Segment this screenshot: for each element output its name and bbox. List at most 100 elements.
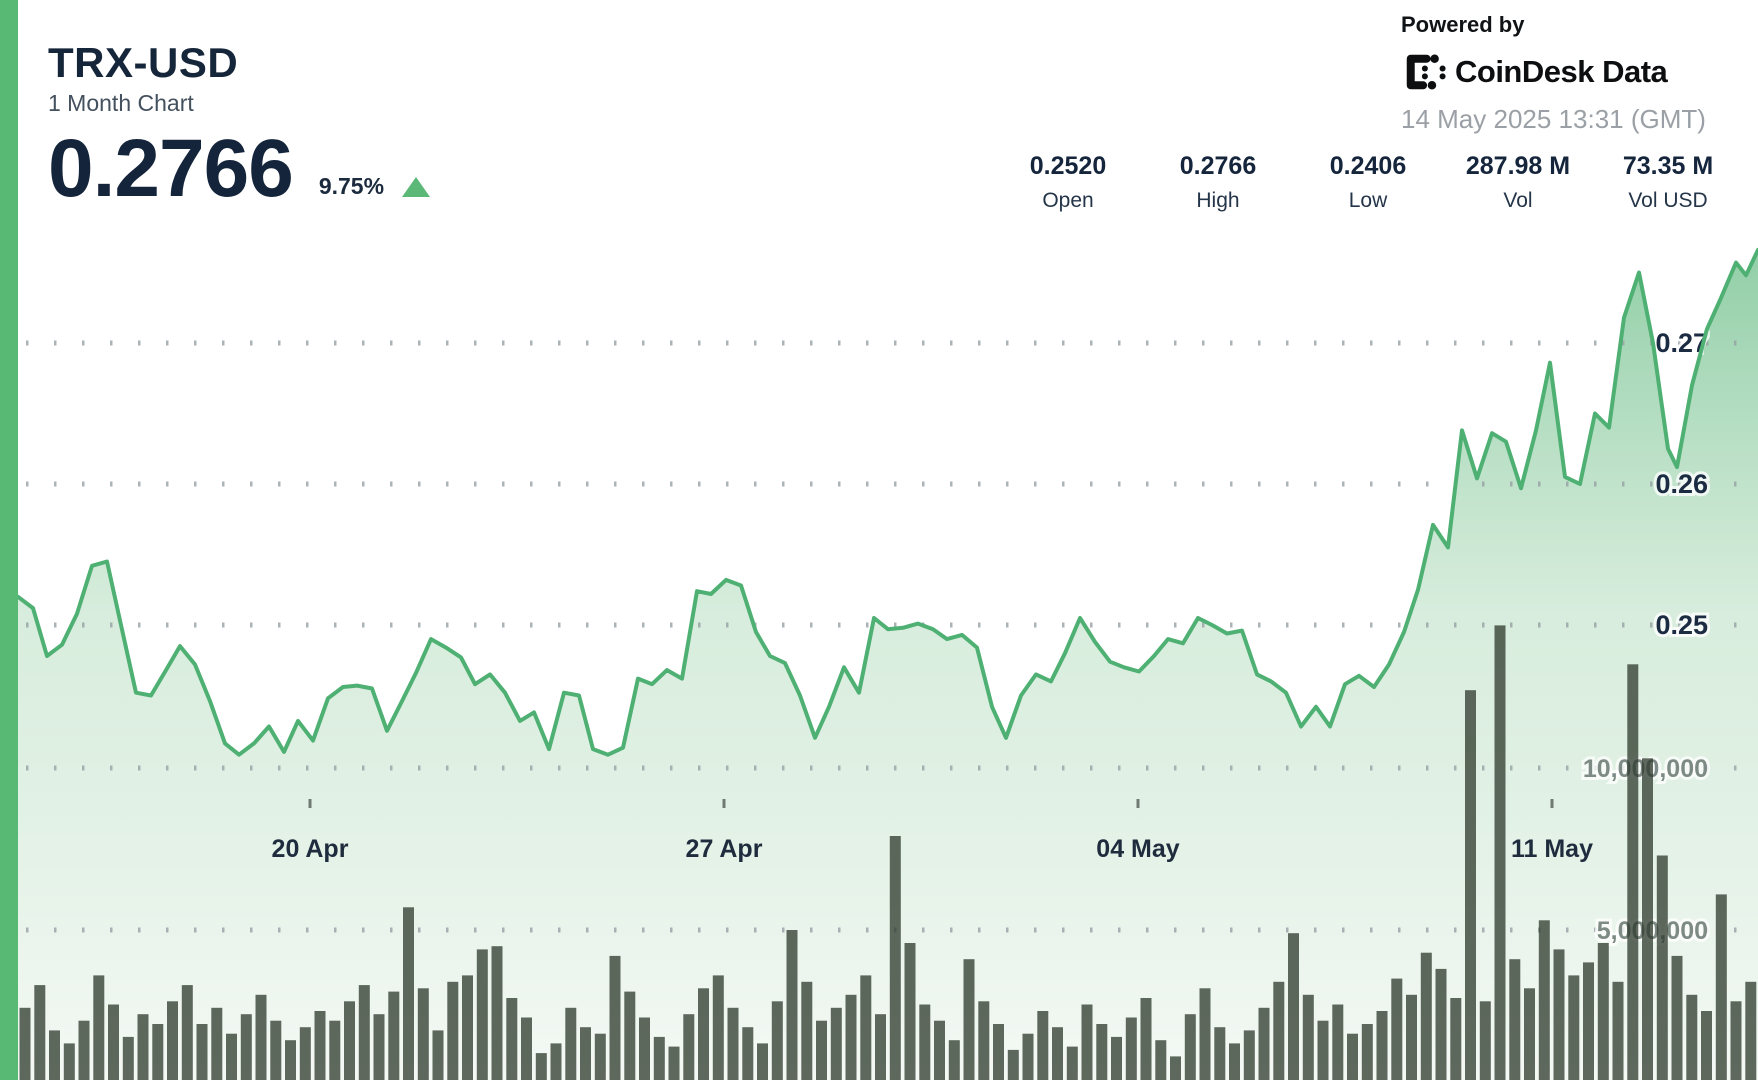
volume-bar — [1494, 625, 1506, 1080]
volume-bar — [1524, 988, 1535, 1080]
volume-bar — [1214, 1027, 1226, 1080]
volume-bar — [314, 1011, 326, 1080]
volume-bar — [1258, 1007, 1270, 1080]
volume-bar — [1730, 1001, 1742, 1080]
volume-bar — [1229, 1043, 1240, 1080]
volume-bar — [285, 1040, 296, 1080]
last-price: 0.2766 — [48, 123, 294, 214]
stat-vol-label: Vol — [1503, 189, 1533, 212]
brand-name: CoinDesk Data — [1455, 54, 1668, 89]
price-row: 0.2766 9.75% — [48, 123, 431, 214]
volume-bar — [1509, 959, 1521, 1080]
volume-bar — [565, 1007, 577, 1080]
volume-bar — [521, 1017, 532, 1080]
date-axis-label: 27 Apr — [686, 835, 763, 863]
date-axis-label: 11 May — [1511, 835, 1593, 863]
volume-bar — [757, 1043, 768, 1080]
volume-bar — [742, 1027, 754, 1080]
volume-bar — [786, 930, 798, 1080]
volume-bar — [403, 907, 414, 1080]
left-accent-bar — [0, 0, 18, 1080]
price-axis-label: 0.26 — [1655, 469, 1708, 499]
volume-bar — [1111, 1036, 1122, 1080]
volume-bar — [639, 1017, 650, 1080]
volume-bar — [624, 991, 636, 1080]
volume-bar — [447, 981, 459, 1080]
volume-bar — [1715, 894, 1727, 1080]
volume-bar — [609, 955, 621, 1080]
date-axis-label: 04 May — [1096, 835, 1179, 863]
change-percent: 9.75% — [318, 173, 385, 199]
volume-bar — [1479, 1001, 1491, 1080]
volume-bar — [1273, 981, 1285, 1080]
volume-bar — [1007, 1049, 1019, 1080]
date-axis-label: 20 Apr — [272, 835, 349, 863]
volume-bar — [1332, 1004, 1344, 1080]
volume-bar — [1671, 955, 1683, 1080]
stat-high-label: High — [1196, 189, 1240, 212]
volume-bar — [255, 994, 267, 1080]
date-tick-mark — [722, 799, 726, 808]
price-line — [16, 247, 1758, 757]
volume-bar — [1376, 1011, 1388, 1080]
stat-open-label: Open — [1042, 189, 1094, 212]
stat-open: 0.2520 Open — [1003, 152, 1133, 213]
volume-bar — [211, 1007, 223, 1080]
volume-bar — [1081, 1004, 1093, 1080]
coindesk-data-logo[interactable]: CoinDesk Data — [1401, 50, 1706, 94]
volume-bar — [860, 975, 872, 1080]
volume-bar — [550, 1043, 562, 1080]
volume-bar — [948, 1040, 960, 1080]
date-tick-mark — [308, 799, 312, 808]
volume-bar — [1096, 1024, 1108, 1080]
volume-bar — [476, 949, 488, 1080]
volume-bar — [801, 981, 813, 1080]
volume-bar — [432, 1030, 444, 1080]
coindesk-logo-icon — [1406, 54, 1446, 90]
volume-bar — [299, 1027, 311, 1080]
volume-bar — [1170, 1056, 1181, 1080]
volume-bar — [167, 1001, 178, 1080]
volume-bar — [535, 1053, 547, 1080]
stat-open-value: 0.2520 — [1029, 152, 1107, 180]
stat-high: 0.2766 High — [1153, 152, 1283, 213]
volume-bar — [196, 1024, 208, 1080]
volume-bar — [1597, 943, 1609, 1080]
volume-bar — [78, 1020, 90, 1080]
volume-bar — [1302, 994, 1314, 1080]
price-change: 9.75% — [318, 173, 431, 200]
volume-bar — [329, 1020, 341, 1080]
volume-bar — [1627, 664, 1639, 1080]
volume-bar — [845, 994, 857, 1080]
volume-bar — [63, 1043, 75, 1080]
stat-vol-value: 287.98 M — [1465, 152, 1571, 180]
chart-period-label: 1 Month Chart — [48, 90, 194, 117]
price-axis-label: 0.25 — [1655, 610, 1708, 640]
stat-low: 0.2406 Low — [1303, 152, 1433, 213]
volume-bar — [1406, 994, 1417, 1080]
up-triangle-icon — [402, 176, 431, 197]
date-tick-mark — [1550, 799, 1554, 808]
volume-bar — [816, 1020, 827, 1080]
stat-vol-usd: 73.35 M Vol USD — [1603, 152, 1733, 213]
volume-bar — [1391, 978, 1403, 1080]
stat-vol-usd-label: Vol USD — [1628, 189, 1708, 212]
volume-bar — [963, 959, 975, 1080]
volume-bar — [1642, 758, 1653, 1080]
volume-bar — [122, 1036, 134, 1080]
volume-bar — [1538, 920, 1550, 1080]
volume-bar — [1317, 1020, 1329, 1080]
volume-bar — [152, 1024, 164, 1080]
volume-bar — [1155, 1040, 1167, 1080]
volume-bar — [1435, 968, 1447, 1080]
volume-bar — [1288, 933, 1299, 1080]
volume-bar — [1656, 855, 1668, 1080]
last-update-timestamp: 14 May 2025 13:31 (GMT) — [1401, 104, 1706, 134]
volume-bar — [108, 1004, 119, 1080]
volume-bar — [889, 836, 901, 1080]
volume-bar — [653, 1036, 665, 1080]
volume-bar — [93, 975, 105, 1080]
stat-low-value: 0.2406 — [1329, 152, 1407, 180]
volume-bar — [683, 1014, 695, 1080]
